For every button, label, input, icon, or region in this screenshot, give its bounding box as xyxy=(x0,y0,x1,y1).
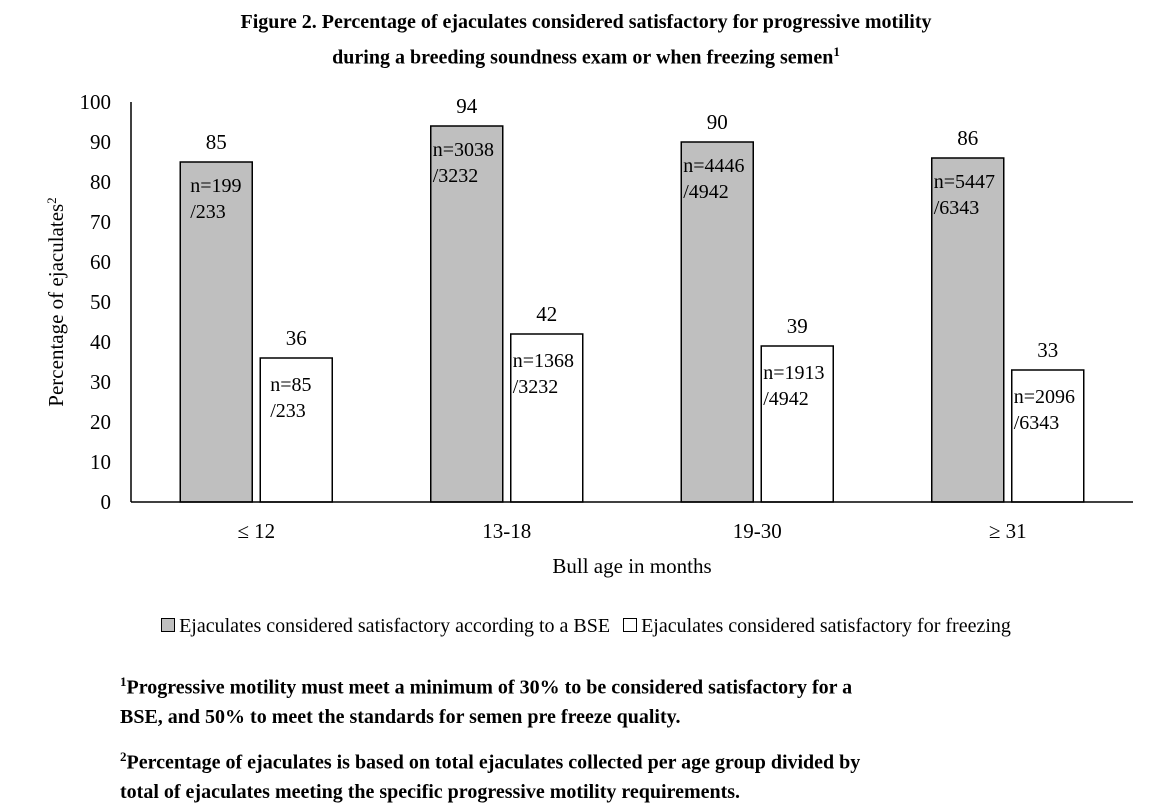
x-tick-label-1: 13-18 xyxy=(482,519,531,543)
y-tick-label-40: 40 xyxy=(90,330,111,354)
x-tick-label-2: 19-30 xyxy=(733,519,782,543)
count-label-series0-cat1-line2: /3232 xyxy=(433,165,479,187)
footnote-1-line2: BSE, and 50% to meet the standards for s… xyxy=(120,705,681,728)
bar-series0-cat1 xyxy=(430,125,504,503)
y-tick-label-0: 0 xyxy=(101,490,112,514)
count-label-series1-cat0-line1: n=85 xyxy=(270,374,311,396)
value-label-series0-cat2: 90 xyxy=(707,110,728,134)
y-tick-label-30: 30 xyxy=(90,370,111,394)
footnote-1-mark: 1 xyxy=(120,674,127,689)
chart-title-line2: during a breeding soundness exam or when… xyxy=(332,46,834,69)
value-label-series1-cat0: 36 xyxy=(286,326,307,350)
bar-series1-cat2 xyxy=(760,345,834,503)
y-tick-label-70: 70 xyxy=(90,210,111,234)
chart-title-line1: Figure 2. Percentage of ejaculates consi… xyxy=(240,11,932,33)
count-label-series1-cat2-line2: /4942 xyxy=(763,388,809,410)
bar-series1-cat3 xyxy=(1011,369,1085,503)
footnote-2-mark: 2 xyxy=(120,749,127,764)
value-label-series1-cat1: 42 xyxy=(536,302,557,326)
legend-item-freezing: Ejaculates considered satisfactory for f… xyxy=(623,615,1011,637)
legend-label-freezing: Ejaculates considered satisfactory for f… xyxy=(641,615,1011,637)
y-axis-label-footnote-mark: 2 xyxy=(44,197,59,204)
count-label-series1-cat3-line2: /6343 xyxy=(1014,412,1060,434)
y-tick-label-60: 60 xyxy=(90,250,111,274)
count-label-series0-cat3-line2: /6343 xyxy=(934,197,980,219)
legend-swatch-freezing xyxy=(623,618,638,633)
x-tick-label-0: ≤ 12 xyxy=(237,519,275,543)
bar-series0-cat0 xyxy=(179,161,253,503)
chart-title: Figure 2. Percentage of ejaculates consi… xyxy=(0,8,1172,73)
y-axis-ticks: 0 10 20 30 40 50 60 70 80 90 100 xyxy=(80,90,112,514)
x-tick-label-3: ≥ 31 xyxy=(989,519,1027,543)
legend: Ejaculates considered satisfactory accor… xyxy=(0,613,1172,639)
value-label-series0-cat0: 85 xyxy=(206,130,227,154)
count-label-series0-cat1-line1: n=3038 xyxy=(433,139,494,161)
count-label-series1-cat1-line1: n=1368 xyxy=(513,350,574,372)
footnote-2-line2: total of ejaculates meeting the specific… xyxy=(120,780,741,803)
y-tick-label-10: 10 xyxy=(90,450,111,474)
y-tick-label-20: 20 xyxy=(90,410,111,434)
footnote-2-line1: Percentage of ejaculates is based on tot… xyxy=(126,751,861,774)
bars: 85 n=199/233 36 n=85/233 94 n=3038/3232 42 n=13… xyxy=(179,94,1085,503)
legend-swatch-bse xyxy=(161,618,176,633)
footnote-2: 2Percentage of ejaculates is based on to… xyxy=(120,742,1040,807)
count-label-series0-cat0-line2: /233 xyxy=(190,201,226,223)
y-axis-label: Percentage of ejaculates2 xyxy=(44,197,69,406)
value-label-series0-cat3: 86 xyxy=(957,126,978,150)
count-label-series0-cat0-line1: n=199 xyxy=(190,175,241,197)
y-tick-label-100: 100 xyxy=(80,90,112,114)
count-label-series1-cat0-line2: /233 xyxy=(270,400,306,422)
footnote-1: 1Progressive motility must meet a minimu… xyxy=(120,667,1040,732)
footnote-1-line1: Progressive motility must meet a minimum… xyxy=(126,676,853,699)
count-label-series1-cat2-line1: n=1913 xyxy=(763,362,824,384)
count-label-series1-cat3-line1: n=2096 xyxy=(1014,386,1075,408)
bar-series1-cat1 xyxy=(510,333,584,503)
value-label-series1-cat2: 39 xyxy=(787,314,808,338)
count-label-series0-cat2-line1: n=4446 xyxy=(683,155,744,177)
legend-label-bse: Ejaculates considered satisfactory accor… xyxy=(179,615,611,637)
count-label-series0-cat3-line1: n=5447 xyxy=(934,171,995,193)
y-tick-label-50: 50 xyxy=(90,290,111,314)
x-axis-label: Bull age in months xyxy=(552,554,711,578)
y-tick-label-80: 80 xyxy=(90,170,111,194)
x-axis-tick-labels: ≤ 12 13-18 19-30 ≥ 31 xyxy=(237,519,1026,543)
count-label-series1-cat1-line2: /3232 xyxy=(513,376,559,398)
bar-series0-cat3 xyxy=(931,157,1005,503)
y-tick-label-90: 90 xyxy=(90,130,111,154)
bar-chart: 0 10 20 30 40 50 60 70 80 90 100 85 n=199/233 36 n=85… xyxy=(44,90,1133,578)
bar-series0-cat2 xyxy=(680,141,754,503)
value-label-series0-cat1: 94 xyxy=(456,94,478,118)
chart-title-footnote-mark: 1 xyxy=(833,44,840,59)
count-label-series0-cat2-line2: /4942 xyxy=(683,181,729,203)
legend-item-bse: Ejaculates considered satisfactory accor… xyxy=(161,615,610,637)
value-label-series1-cat3: 33 xyxy=(1037,338,1058,362)
bar-series1-cat0 xyxy=(259,357,333,503)
